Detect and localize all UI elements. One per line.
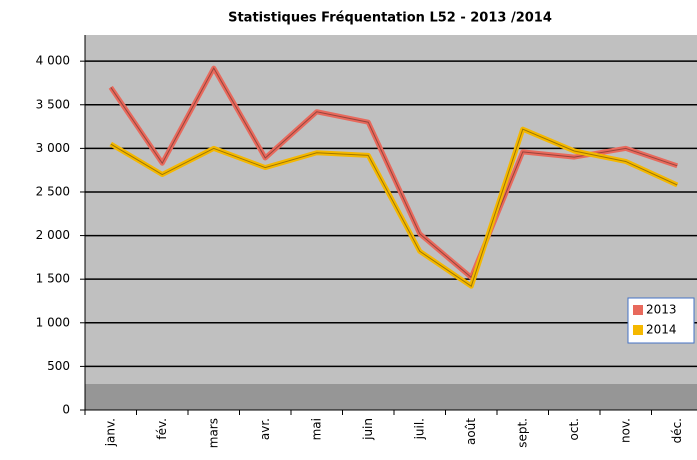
x-tick-label: déc.	[670, 418, 684, 443]
x-tick-label: fév.	[155, 418, 169, 440]
y-tick-label: 4 000	[36, 54, 70, 68]
x-tick-label: juin	[361, 418, 375, 441]
y-tick-label: 1 500	[36, 272, 70, 286]
x-tick-label: avr.	[258, 418, 272, 440]
legend-label: 2014	[646, 323, 677, 337]
legend-swatch	[633, 325, 643, 335]
series-line-edge	[110, 128, 678, 287]
legend-box	[627, 297, 695, 344]
chart-title: Statistiques Fréquentation L52 - 2013 /2…	[228, 11, 552, 26]
y-tick-label: 3 000	[36, 141, 70, 155]
legend: 2013 2014	[627, 297, 695, 344]
series-line	[108, 65, 679, 280]
x-tick-label: mars	[206, 418, 220, 448]
y-tick-label: 500	[47, 359, 70, 373]
x-tick-label: mai	[309, 418, 323, 440]
y-tick-label: 1 000	[36, 315, 70, 329]
x-tick-label: sept.	[515, 418, 529, 448]
legend-swatch	[633, 305, 643, 315]
x-tick-label: janv.	[103, 418, 117, 447]
y-tick-label: 2 000	[36, 228, 70, 242]
plot-area	[85, 35, 697, 410]
y-tick-label: 0	[62, 403, 70, 417]
series-line-edge	[110, 67, 678, 279]
floor	[85, 384, 697, 410]
x-tick-label: juil.	[412, 418, 426, 440]
y-tick-label: 3 500	[36, 97, 70, 111]
x-tick-label: nov.	[618, 418, 632, 443]
series-line	[109, 126, 679, 289]
x-tick-label: août	[464, 418, 478, 445]
y-tick-label: 2 500	[36, 184, 70, 198]
legend-label: 2013	[646, 303, 677, 317]
x-tick-label: oct.	[567, 418, 581, 440]
